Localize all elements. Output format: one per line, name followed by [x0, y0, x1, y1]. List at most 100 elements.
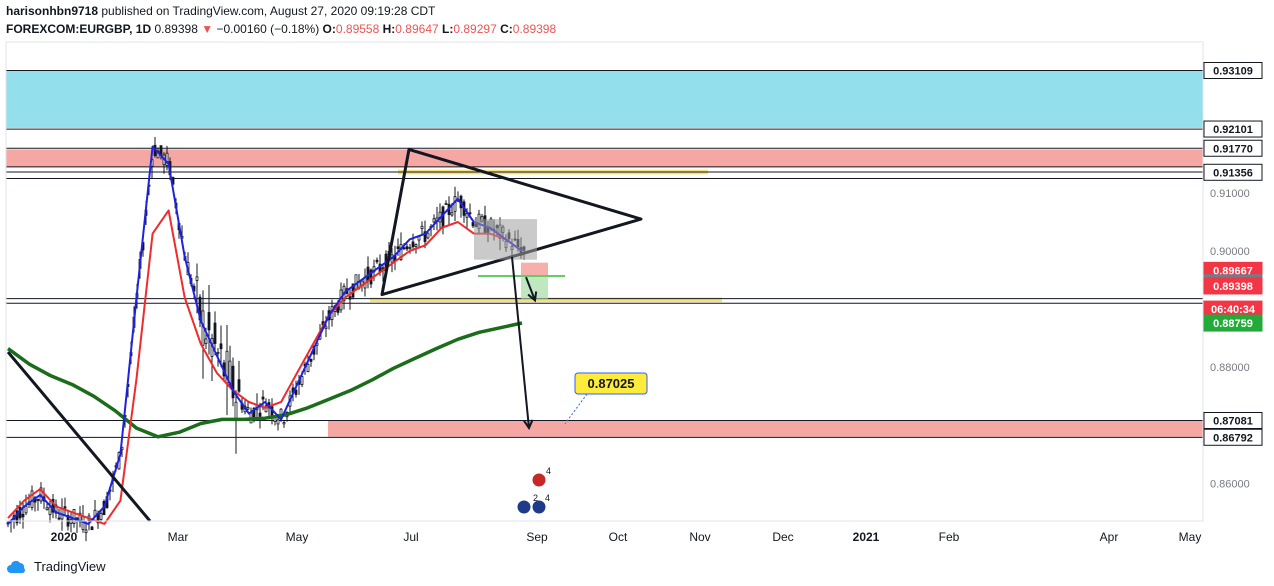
change-value: −0.00160 (−0.18%) — [216, 22, 320, 36]
candle-body — [309, 358, 313, 362]
author-name[interactable]: harisonhbn9718 — [6, 4, 99, 18]
close-value: 0.89398 — [512, 22, 557, 36]
annotation-pointer — [564, 393, 588, 425]
price-label-bg — [1203, 314, 1263, 332]
price-label-bg — [1203, 120, 1263, 138]
candle-body — [261, 396, 265, 400]
price-label-bg — [1203, 62, 1263, 80]
footer-brand[interactable]: TradingView — [34, 559, 106, 574]
candle-body — [57, 517, 61, 520]
series-line-ma-fast — [7, 145, 523, 525]
price-label: 0.89398 — [1203, 277, 1263, 295]
price-label-text: 0.93109 — [1213, 66, 1253, 78]
x-tick-label: May — [1179, 530, 1202, 544]
high-label: H: — [382, 22, 396, 36]
symbol-name[interactable]: FOREXCOM:EURGBP, 1D — [6, 22, 152, 36]
arrow-to-target — [511, 256, 530, 429]
published-text: published on TradingView.com, August 27,… — [101, 4, 436, 18]
y-tick-label: 0.90000 — [1210, 246, 1250, 258]
event-number: 4 — [546, 466, 551, 476]
price-label: 0.93109 — [1203, 62, 1263, 80]
candle-body — [402, 247, 406, 250]
publish-info: harisonhbn9718 published on TradingView.… — [6, 4, 435, 18]
price-label-bg — [1203, 277, 1263, 295]
candle-body — [348, 296, 352, 300]
price-label-bg — [1203, 139, 1263, 157]
candle-body — [432, 218, 436, 223]
price-label-text: 06:40:34 — [1211, 304, 1256, 316]
candle-body — [237, 379, 241, 392]
candle-body — [420, 225, 424, 229]
axes-layer: 2020 Mar May Jul Sep Oct Nov Dec 2021 Feb Apr May 0.… — [5, 41, 1250, 544]
price-label-text: 0.92101 — [1213, 124, 1253, 136]
candle-body — [375, 259, 379, 263]
x-tick-label: Apr — [1100, 530, 1119, 544]
close-label: C: — [500, 22, 513, 36]
candle-body — [51, 498, 55, 513]
candle-body — [72, 508, 76, 524]
candle-body — [165, 152, 169, 166]
support-zone-yellow — [370, 297, 722, 303]
candle-body — [411, 241, 415, 248]
price-label: 06:40:34 — [1203, 300, 1263, 318]
series-line-ma-long — [6, 321, 523, 439]
target-zone-red — [328, 420, 1203, 437]
candle-body — [396, 246, 400, 249]
candle-body — [246, 407, 250, 410]
series-layer — [6, 145, 523, 525]
candle-body — [15, 510, 19, 524]
x-tick-label: Mar — [168, 530, 189, 544]
candle-body — [63, 506, 67, 509]
low-label: L: — [442, 22, 454, 36]
low-value: 0.89297 — [453, 22, 497, 36]
arrow-short — [525, 276, 536, 301]
tradingview-cloud-icon[interactable] — [6, 560, 28, 574]
arrow-short-head — [527, 291, 538, 303]
resistance-zone-red — [6, 149, 1203, 167]
high-value: 0.89647 — [395, 22, 439, 36]
trendline-left — [6, 351, 152, 522]
candle-body — [36, 499, 40, 501]
candle-body — [405, 246, 409, 250]
price-label-text: 0.86792 — [1213, 432, 1253, 444]
candle-body — [90, 526, 94, 531]
candle-body — [48, 506, 52, 515]
price-label: 0.91356 — [1203, 163, 1263, 181]
x-tick-label: May — [286, 530, 309, 544]
horizontal-lines-layer — [6, 70, 1203, 438]
eu-flag-icon — [516, 499, 532, 515]
plot-frame — [5, 41, 1204, 522]
position-box-grey — [474, 219, 537, 260]
candle-body — [444, 203, 448, 205]
candle-body — [282, 422, 286, 425]
candles-layer — [6, 137, 526, 542]
x-tick-label: Feb — [939, 530, 960, 544]
candle-body — [300, 376, 304, 385]
candle-body — [216, 352, 220, 354]
candle-body — [306, 364, 310, 372]
candle-body — [234, 401, 238, 421]
candle-body — [21, 513, 25, 518]
x-tick-label: 2020 — [51, 530, 78, 544]
price-label: 0.88759 — [1203, 314, 1263, 332]
candle-body — [468, 212, 472, 215]
eu-flag-icon — [531, 499, 547, 515]
event-number: 4 — [545, 493, 550, 503]
candle-body — [408, 246, 412, 249]
annotation-box — [574, 372, 648, 395]
candle-body — [231, 365, 235, 399]
candle-body — [399, 244, 403, 261]
y-tick-label: 0.86000 — [1210, 478, 1250, 490]
position-box-stop — [521, 262, 548, 278]
position-box-target — [521, 277, 548, 299]
price-label: 0.86792 — [1203, 428, 1263, 446]
open-label: O: — [322, 22, 336, 36]
eu-flag-icon-circle — [516, 499, 532, 515]
candle-body — [24, 505, 28, 514]
eu-flag-icon-circle — [531, 499, 547, 515]
y-tick-label: 0.91000 — [1210, 188, 1250, 200]
x-tick-label: Jul — [403, 530, 418, 544]
candle-body — [219, 343, 223, 350]
